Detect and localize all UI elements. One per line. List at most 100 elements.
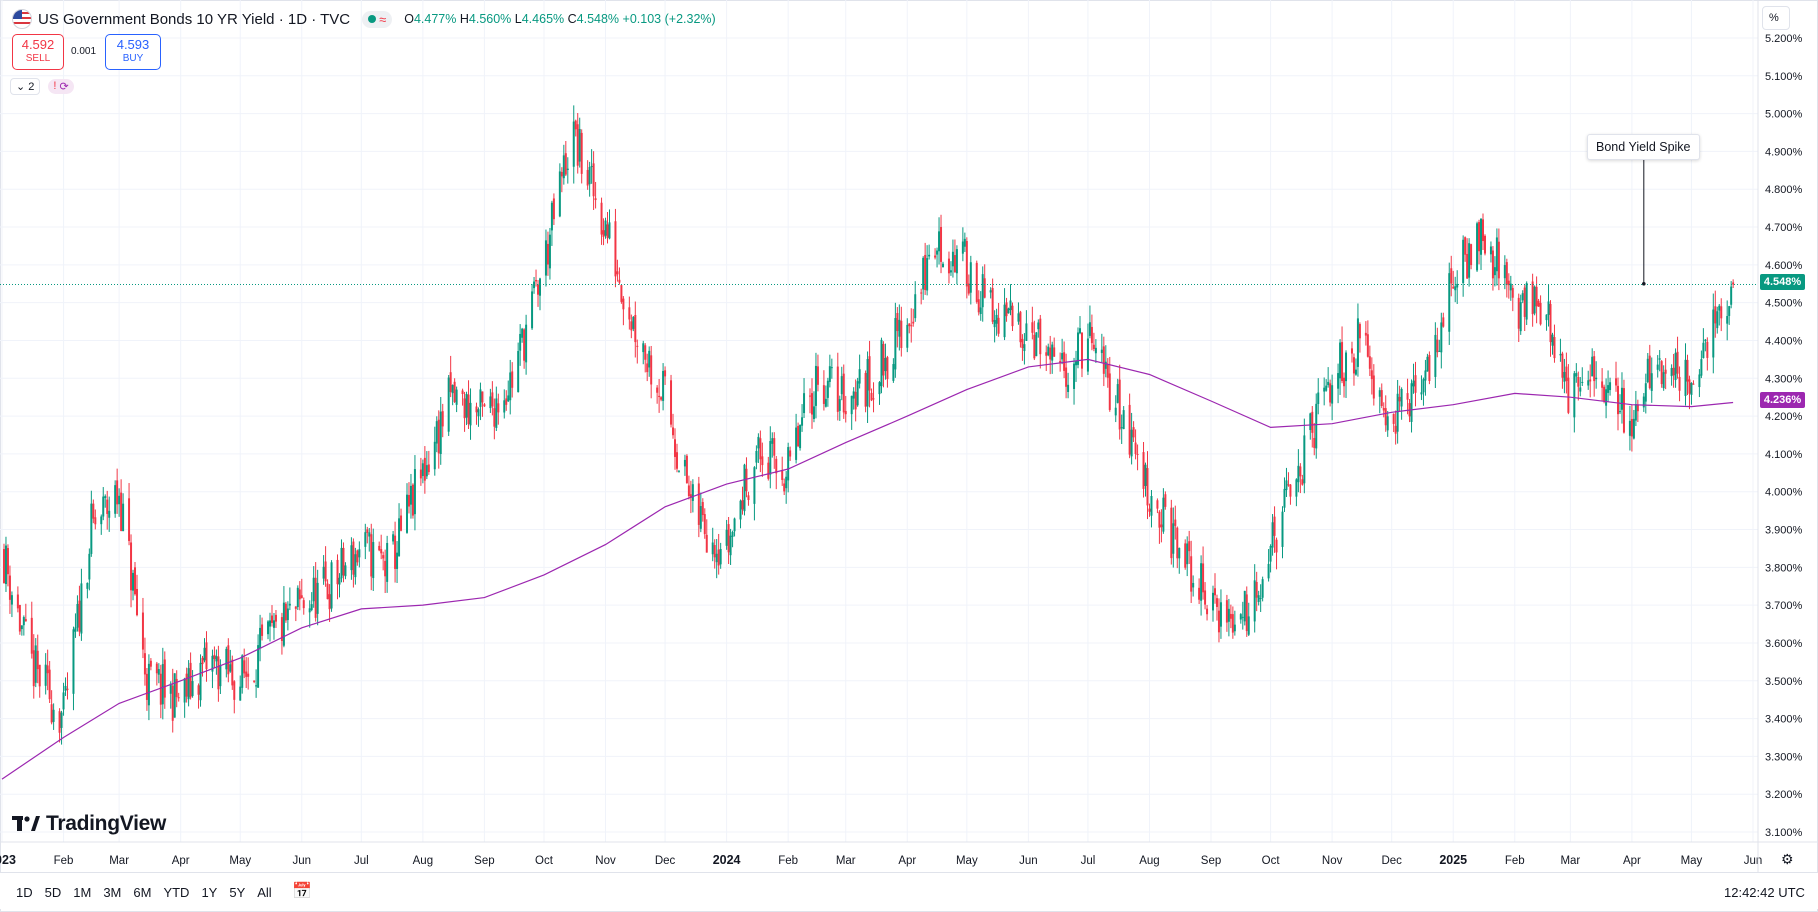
candle-up [1009,300,1012,311]
candle-down [378,545,381,551]
candle-down [1188,541,1191,552]
candle-up [1267,563,1270,579]
y-tick-label: 4.500% [1765,298,1803,310]
y-tick-label: 3.800% [1765,562,1803,574]
range-3m[interactable]: 3M [103,885,122,900]
symbol-title[interactable]: US Government Bonds 10 YR Yield · 1D · T… [38,10,351,28]
candle-down [30,617,33,654]
candle-up [1704,339,1707,342]
y-tick-label: 3.600% [1765,638,1803,650]
candle-down [616,271,619,275]
range-6m[interactable]: 6M [133,885,152,900]
candle-up [455,389,458,405]
candle-up [161,664,164,705]
candle-down [1452,286,1455,289]
candle-down [689,494,692,498]
candle-up [1718,305,1721,311]
candle-down [1102,346,1105,374]
range-1y[interactable]: 1Y [201,885,218,900]
candle-down [1714,306,1717,324]
last-price-badge: 4.548% [1760,274,1805,290]
calendar-goto-icon[interactable]: 📅 [292,883,312,900]
error-icon: ! [53,80,57,92]
candle-down [284,603,287,621]
us-flag-icon [12,9,32,29]
candle-down [1170,507,1173,559]
candle-up [1595,377,1598,380]
candle-up [880,339,883,387]
settings-gear-icon[interactable]: ⚙ [1781,851,1794,867]
candle-up [86,582,89,589]
annotation-label[interactable]: Bond Yield Spike [1587,134,1700,160]
market-status-badge[interactable]: ≈ [362,10,393,28]
range-5y[interactable]: 5Y [229,885,246,900]
candle-up [108,510,111,518]
candle-down [336,559,339,585]
tradingview-logo[interactable]: TradingView [12,812,166,836]
candle-down [1589,379,1592,382]
candle-down [441,411,444,427]
candle-up [731,531,734,537]
candle-up [386,542,389,582]
candle-up [715,553,718,563]
candle-down [1134,442,1137,454]
time-zone-clock[interactable]: 12:42:42 UTC [1724,885,1805,900]
x-tick-label: Sep [1201,855,1221,867]
y-tick-label: 4.200% [1765,411,1803,423]
range-1d[interactable]: 1D [16,885,33,900]
candle-up [1116,384,1119,403]
candle-up [1247,616,1250,635]
candle-up [296,587,299,608]
indicator-status[interactable]: ! ⟳ [48,79,74,94]
candle-up [90,503,93,554]
candle-up [1259,598,1262,600]
candle-down [483,404,486,407]
range-1m[interactable]: 1M [73,885,92,900]
candle-down [1255,581,1258,598]
sell-button[interactable]: 4.592 SELL [12,34,64,70]
candle-down [1164,494,1167,507]
candle-down [302,600,305,609]
candle-up [1017,313,1020,322]
candle-up [683,459,686,467]
candle-up [1073,363,1076,389]
candle-down [1368,356,1371,369]
candle-down [1593,356,1596,382]
candle-up [421,463,424,477]
candle-down [697,483,700,525]
candle-down [155,663,158,674]
candle-up [1192,582,1195,588]
close-value: 4.548% [576,12,620,26]
candle-up [799,424,802,449]
price-chart[interactable]: 3.100% 3.200% 3.300% 3.400% 3.500% 3.600% 3.70… [0,0,1818,872]
candle-up [1025,323,1028,341]
candle-up [34,645,37,683]
candle-up [1454,286,1457,291]
buy-button[interactable]: 4.593 BUY [105,34,161,70]
candle-up [1104,361,1107,369]
candle-up [1100,349,1103,354]
candle-down [491,392,494,407]
range-all[interactable]: All [257,885,272,900]
candle-up [409,485,412,505]
candle-up [578,128,581,162]
candle-down [1021,338,1024,349]
candle-up [354,554,357,578]
candle-down [1511,287,1514,298]
range-ytd[interactable]: YTD [163,885,190,900]
candle-down [1565,366,1568,381]
candle-down [552,198,555,220]
candle-down [872,398,875,400]
x-tick-label: Mar [109,855,129,867]
range-5d[interactable]: 5D [44,885,62,900]
candle-down [1507,280,1510,286]
candle-up [856,381,859,406]
indicators-toggle[interactable]: ⌄ 2 [10,78,41,95]
candle-up [88,553,91,580]
candle-down [261,624,264,636]
candle-down [116,480,119,505]
candle-up [316,582,319,614]
refresh-icon: ⟳ [59,81,69,93]
scale-unit-button[interactable]: % [1762,6,1790,30]
candle-up [4,545,7,585]
